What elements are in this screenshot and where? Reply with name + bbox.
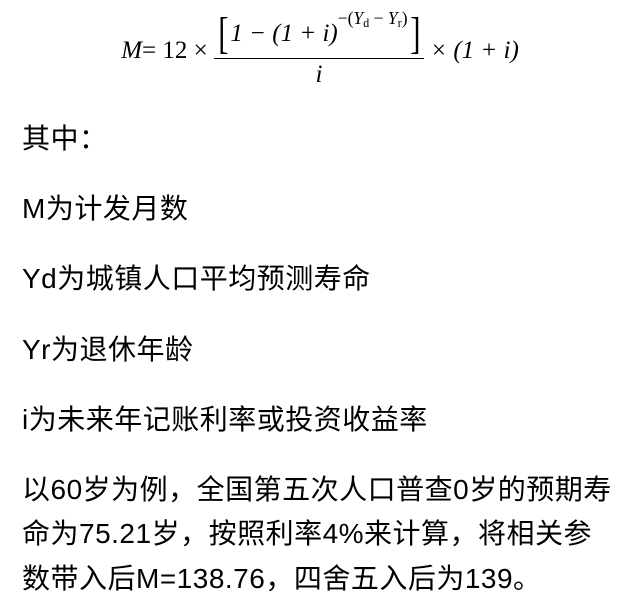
paragraph-m: M为计发月数 <box>0 187 640 231</box>
exp-prefix: −( <box>338 8 354 28</box>
exp-minus: − <box>369 8 388 28</box>
lbracket-icon: [ <box>218 12 228 56</box>
formula-eq: = 12 × <box>142 37 208 65</box>
exp-suffix: ) <box>402 8 408 28</box>
formula-numerator: [ 1 − (1 + i) −(Yd − Yr) ] <box>214 12 425 58</box>
formula-tail: × (1 + i) <box>430 37 519 65</box>
exp-yr-sub: r <box>398 16 402 30</box>
paragraph-yd: Yd为城镇人口平均预测寿命 <box>0 257 640 301</box>
paragraph-example: 以60岁为例，全国第五次人口普查0岁的预期寿命为75.21岁，按照利率4%来计算… <box>0 468 640 601</box>
formula-denom: i <box>214 58 425 89</box>
exp-yd: Y <box>353 8 363 28</box>
paragraph-yr: Yr为退休年龄 <box>0 328 640 372</box>
formula-lhs: M <box>121 37 142 65</box>
formula-num-inner: 1 − (1 + i) <box>230 20 337 48</box>
paragraph-i: i为未来年记账利率或投资收益率 <box>0 398 640 442</box>
rbracket-icon: ] <box>410 12 420 56</box>
formula-exponent: −(Yd − Yr) <box>338 8 408 29</box>
exp-yr: Y <box>388 8 398 28</box>
exp-yd-sub: d <box>363 16 369 30</box>
formula-fraction: [ 1 − (1 + i) −(Yd − Yr) ] i <box>214 12 425 89</box>
paragraph-where: 其中： <box>0 117 640 161</box>
formula: M = 12 × [ 1 − (1 + i) −(Yd − Yr) ] i × … <box>0 0 640 117</box>
